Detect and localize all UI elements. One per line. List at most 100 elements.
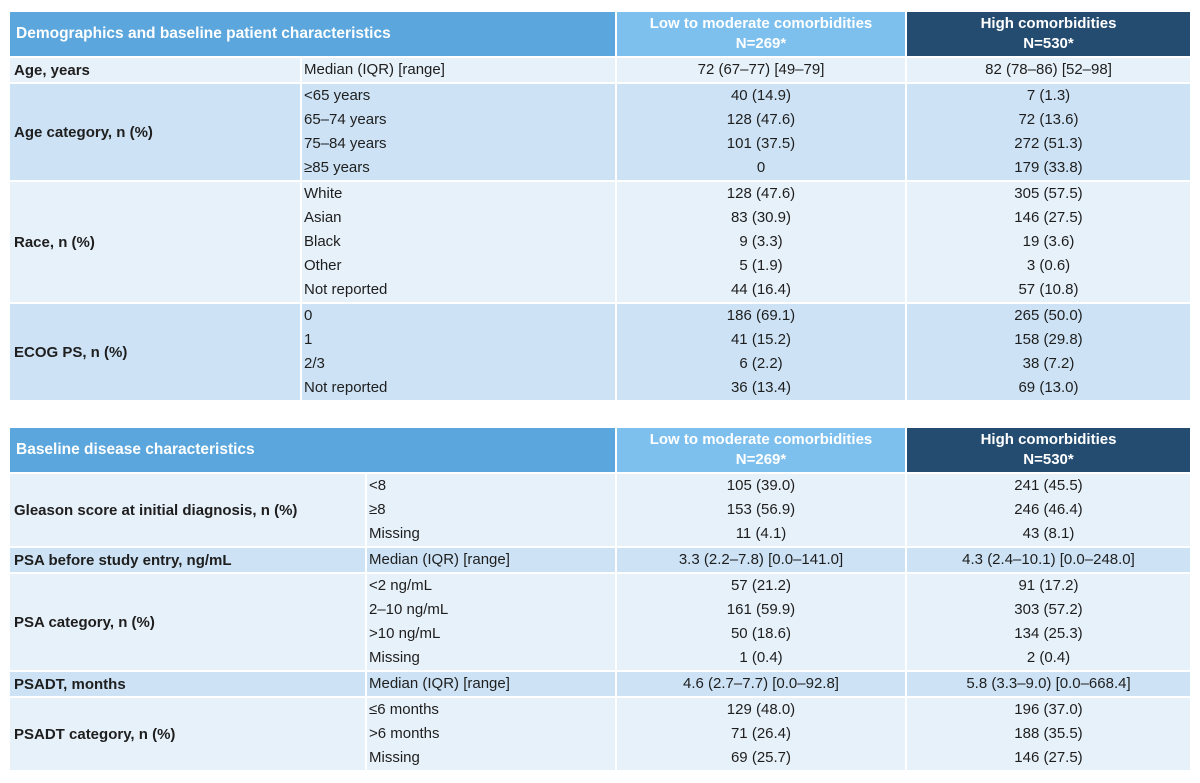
row-label: Race, n (%) — [8, 180, 302, 304]
group-row: PSA category, n (%) <2 ng/mL 2–10 ng/mL >10… — [8, 572, 1192, 672]
value: 188 (35.5) — [1014, 725, 1083, 742]
header-group: Low to moderate comorbidities N=269* — [615, 426, 907, 474]
header-title: Demographics and baseline patient charac… — [8, 10, 617, 58]
value: 69 (25.7) — [730, 749, 792, 766]
header-row: Demographics and baseline patient charac… — [8, 10, 1192, 58]
value: 246 (46.4) — [1014, 501, 1083, 518]
sub-item: Median (IQR) [range] — [369, 675, 510, 692]
value: 82 (78–86) [52–98] — [985, 61, 1112, 78]
row-label: Age category, n (%) — [8, 82, 302, 182]
sub-label: White Asian Black Other Not reported — [300, 180, 617, 304]
header-line: N=269* — [735, 451, 787, 468]
value: 5 (1.9) — [739, 257, 783, 274]
value-cell: 305 (57.5) 146 (27.5) 19 (3.6) 3 (0.6) 57 (1… — [905, 180, 1192, 304]
group-row: Age category, n (%) <65 years 65–74 years 7… — [8, 82, 1192, 182]
sub-item: Other — [304, 257, 342, 274]
sub-item: >6 months — [369, 725, 440, 742]
value: 4.6 (2.7–7.7) [0.0–92.8] — [683, 675, 839, 692]
row-label: PSADT, months — [8, 670, 367, 698]
value: 196 (37.0) — [1014, 701, 1083, 718]
row-label: PSA category, n (%) — [8, 572, 367, 672]
sub-label: 0 1 2/3 Not reported — [300, 302, 617, 402]
value: 3.3 (2.2–7.8) [0.0–141.0] — [678, 551, 844, 568]
sub-item: Median (IQR) [range] — [369, 551, 510, 568]
sub-label: Median (IQR) [range] — [365, 546, 617, 574]
sub-label: Median (IQR) [range] — [365, 670, 617, 698]
value: 146 (27.5) — [1014, 209, 1083, 226]
value-cell: 57 (21.2) 161 (59.9) 50 (18.6) 1 (0.4) — [615, 572, 907, 672]
value: 41 (15.2) — [730, 331, 792, 348]
value: 36 (13.4) — [730, 379, 792, 396]
value: 4.3 (2.4–10.1) [0.0–248.0] — [962, 551, 1135, 568]
value: 40 (14.9) — [730, 87, 792, 104]
header-line: N=530* — [1023, 35, 1074, 52]
value: 44 (16.4) — [730, 281, 792, 298]
value: 134 (25.3) — [1014, 625, 1083, 642]
row-label: PSA before study entry, ng/mL — [8, 546, 367, 574]
sub-item: 2–10 ng/mL — [369, 601, 449, 618]
header-line: Low to moderate comorbidities — [649, 431, 873, 448]
header-title: Baseline disease characteristics — [8, 426, 617, 474]
value: 128 (47.6) — [726, 185, 796, 202]
value-cell: 3.3 (2.2–7.8) [0.0–141.0] — [615, 546, 907, 574]
value-cell: 72 (67–77) [49–79] — [615, 56, 907, 84]
value: 38 (7.2) — [1022, 355, 1075, 372]
value: 19 (3.6) — [1022, 233, 1075, 250]
sub-item: Missing — [369, 649, 420, 666]
value: 83 (30.9) — [730, 209, 792, 226]
sub-item: 0 — [304, 307, 313, 324]
sub-item: <2 ng/mL — [369, 577, 432, 594]
group-row: Race, n (%) White Asian Black Other Not repor… — [8, 180, 1192, 304]
value: 303 (57.2) — [1014, 601, 1083, 618]
value: 72 (13.6) — [1018, 111, 1079, 128]
value: 72 (67–77) [49–79] — [697, 61, 825, 78]
header-row: Baseline disease characteristics Low to m… — [8, 426, 1192, 474]
value: 91 (17.2) — [1018, 577, 1079, 594]
sub-item: Not reported — [304, 379, 388, 396]
sub-item: 1 — [304, 331, 313, 348]
row-label: PSADT category, n (%) — [8, 696, 367, 772]
sub-label: ≤6 months >6 months Missing — [365, 696, 617, 772]
sub-item: >10 ng/mL — [369, 625, 441, 642]
value: 186 (69.1) — [726, 307, 796, 324]
value-cell: 91 (17.2) 303 (57.2) 134 (25.3) 2 (0.4) — [905, 572, 1192, 672]
sub-label: Median (IQR) [range] — [300, 56, 617, 84]
value: 128 (47.6) — [726, 111, 796, 128]
sub-item: 65–74 years — [304, 111, 387, 128]
value: 158 (29.8) — [1014, 331, 1083, 348]
value: 101 (37.5) — [726, 135, 796, 152]
value: 9 (3.3) — [739, 233, 783, 250]
header-line: Low to moderate comorbidities — [649, 15, 873, 32]
sub-item: 75–84 years — [304, 135, 387, 152]
value: 179 (33.8) — [1014, 159, 1083, 176]
value: 161 (59.9) — [726, 601, 796, 618]
group-row: ECOG PS, n (%) 0 1 2/3 Not reported 186 (69.1… — [8, 302, 1192, 402]
value: 57 (10.8) — [1018, 281, 1079, 298]
row-label: ECOG PS, n (%) — [8, 302, 302, 402]
value: 3 (0.6) — [1026, 257, 1071, 274]
group-row: PSADT category, n (%) ≤6 months >6 months M… — [8, 696, 1192, 772]
sub-item: <65 years — [304, 87, 371, 104]
demographics-table: Demographics and baseline patient charac… — [8, 10, 1192, 402]
sub-item: ≥8 — [369, 501, 386, 518]
value-cell: 265 (50.0) 158 (29.8) 38 (7.2) 69 (13.0) — [905, 302, 1192, 402]
value: 1 (0.4) — [739, 649, 783, 666]
header-line: N=269* — [735, 35, 787, 52]
value: 69 (13.0) — [1018, 379, 1079, 396]
header-line: High comorbidities — [980, 431, 1117, 448]
value-cell: 105 (39.0) 153 (56.9) 11 (4.1) — [615, 472, 907, 548]
value-cell: 196 (37.0) 188 (35.5) 146 (27.5) — [905, 696, 1192, 772]
value: 265 (50.0) — [1014, 307, 1083, 324]
value: 305 (57.5) — [1014, 185, 1083, 202]
value: 0 — [756, 159, 766, 176]
value-cell: 4.6 (2.7–7.7) [0.0–92.8] — [615, 670, 907, 698]
sub-item: Not reported — [304, 281, 388, 298]
value: 43 (8.1) — [1022, 525, 1075, 542]
value: 5.8 (3.3–9.0) [0.0–668.4] — [966, 675, 1131, 692]
value-cell: 186 (69.1) 41 (15.2) 6 (2.2) 36 (13.4) — [615, 302, 907, 402]
value: 7 (1.3) — [1026, 87, 1071, 104]
sub-item: White — [304, 185, 343, 202]
value: 129 (48.0) — [726, 701, 796, 718]
value: 105 (39.0) — [726, 477, 796, 494]
